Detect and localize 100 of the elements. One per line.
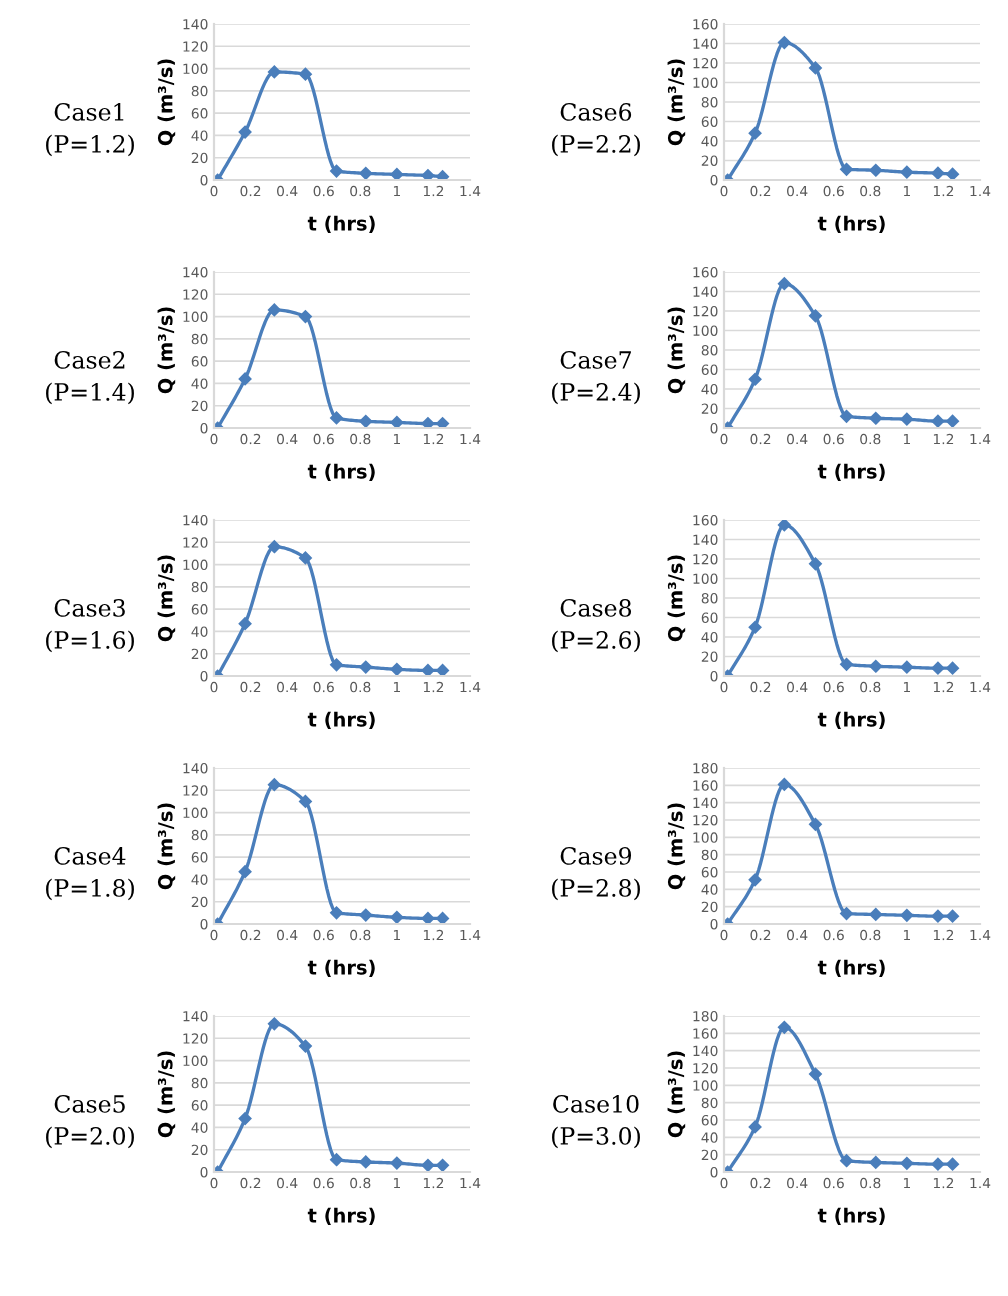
text: Case6 <box>560 102 632 121</box>
point <box>359 167 373 180</box>
point <box>421 169 435 180</box>
text: (P=2.8) <box>552 878 640 901</box>
point <box>238 617 252 630</box>
point <box>869 163 883 177</box>
point <box>869 1156 883 1169</box>
point <box>809 818 822 831</box>
point <box>931 1157 945 1171</box>
point <box>421 1159 435 1172</box>
text: (P=1.4) <box>46 382 134 405</box>
point <box>390 911 404 924</box>
point <box>748 372 762 386</box>
point <box>268 1017 281 1031</box>
point <box>900 165 914 179</box>
x-axis-title: t (hrs) <box>307 959 375 977</box>
point <box>268 65 281 79</box>
y-axis-title: Q (m³/s) <box>667 307 686 394</box>
text: (P=1.8) <box>46 878 134 901</box>
point <box>778 1020 791 1034</box>
point <box>330 658 343 672</box>
point <box>359 660 373 674</box>
point <box>330 906 343 920</box>
text: (P=2.6) <box>552 630 640 653</box>
y-axis-title: Q (m³/s) <box>667 1051 686 1138</box>
point <box>390 1156 404 1170</box>
point <box>931 661 945 675</box>
point <box>390 663 404 676</box>
x-axis-title: t (hrs) <box>817 959 885 977</box>
point <box>809 557 822 571</box>
y-axis-title: Q (m³/s) <box>157 307 176 394</box>
point <box>436 912 449 924</box>
point <box>359 415 373 428</box>
point <box>299 67 312 81</box>
text: Case10 <box>553 1094 639 1113</box>
point <box>330 1153 343 1167</box>
text: Case1 <box>54 102 124 121</box>
text: (P=1.6) <box>46 630 134 653</box>
text: (P=2.0) <box>46 1126 134 1149</box>
point <box>869 659 883 673</box>
x-axis-title: t (hrs) <box>817 463 885 481</box>
point <box>840 162 853 176</box>
point <box>946 661 959 675</box>
point <box>436 417 449 428</box>
point <box>436 664 449 676</box>
point <box>778 36 791 49</box>
point <box>900 909 914 922</box>
point <box>946 1157 959 1171</box>
point <box>436 1159 449 1172</box>
point <box>359 1155 373 1169</box>
point <box>900 412 914 426</box>
point <box>238 125 252 139</box>
y-axis-title: Q (m³/s) <box>157 59 176 146</box>
point <box>809 1067 822 1081</box>
point <box>268 303 281 317</box>
point <box>748 620 762 634</box>
point <box>238 865 252 878</box>
text: (P=3.0) <box>552 1126 640 1149</box>
point <box>421 417 435 428</box>
y-axis-title: Q (m³/s) <box>157 803 176 890</box>
point <box>840 410 853 423</box>
point <box>931 166 945 180</box>
point <box>869 908 883 921</box>
x-axis-title: t (hrs) <box>307 711 375 729</box>
point <box>946 414 959 428</box>
x-axis-title: t (hrs) <box>307 463 375 481</box>
point <box>330 164 343 178</box>
text: Case9 <box>560 846 632 865</box>
point <box>778 520 791 532</box>
point <box>299 310 312 323</box>
text: (P=2.4) <box>552 382 640 405</box>
y-axis-title: Q (m³/s) <box>157 1051 176 1138</box>
point <box>268 540 281 554</box>
text: Case3 <box>54 598 125 617</box>
point <box>421 664 435 676</box>
point <box>900 660 914 674</box>
point <box>390 416 404 428</box>
point <box>946 909 959 923</box>
x-axis-title: t (hrs) <box>817 711 885 729</box>
point <box>931 909 945 923</box>
point <box>268 778 281 792</box>
text: Case7 <box>560 350 631 369</box>
point <box>330 411 343 425</box>
point <box>840 907 853 920</box>
y-axis-title: Q (m³/s) <box>667 59 686 146</box>
point <box>748 1120 762 1134</box>
point <box>809 61 822 75</box>
text: Case8 <box>560 598 632 617</box>
point <box>299 795 312 808</box>
y-axis-title: Q (m³/s) <box>157 555 176 642</box>
point <box>299 1039 312 1053</box>
point <box>421 912 435 924</box>
point <box>840 1154 853 1168</box>
point <box>869 411 883 425</box>
point <box>840 658 853 671</box>
text: Case5 <box>54 1094 125 1113</box>
point <box>748 126 762 140</box>
point <box>809 309 822 323</box>
y-axis-title: Q (m³/s) <box>667 555 686 642</box>
point <box>946 167 959 180</box>
